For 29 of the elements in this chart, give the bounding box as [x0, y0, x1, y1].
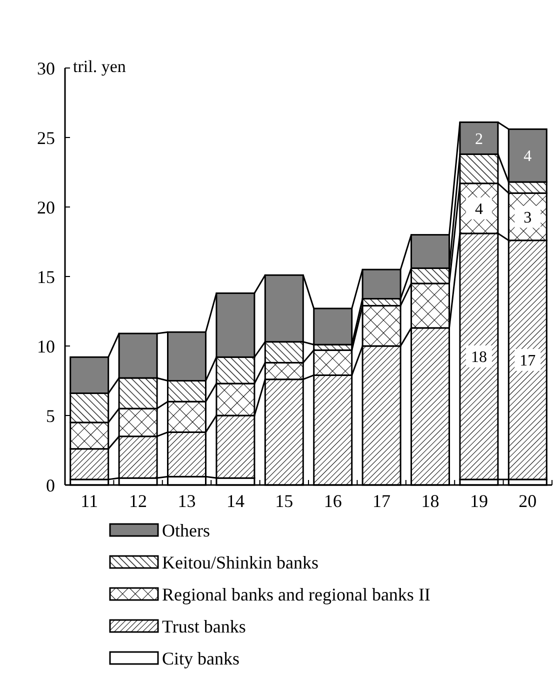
- y-tick-label: 10: [37, 336, 55, 356]
- x-tick-label: 15: [275, 491, 294, 511]
- x-tick-label: 14: [226, 491, 244, 511]
- legend-label: Others: [162, 520, 210, 540]
- y-tick-label: 25: [37, 128, 55, 148]
- y-tick-label: 20: [37, 197, 55, 218]
- x-tick-label: 13: [178, 491, 196, 511]
- x-tick-label: 19: [470, 491, 488, 511]
- data-label: 2: [474, 130, 483, 148]
- legend-label: Trust banks: [162, 616, 246, 636]
- data-label: 18: [470, 349, 487, 366]
- x-tick-label: 18: [421, 491, 440, 511]
- y-tick-label: 30: [37, 58, 55, 78]
- legend-label: Keitou/Shinkin banks: [162, 552, 318, 572]
- x-tick-label: 17: [372, 491, 391, 511]
- legend-label: City banks: [162, 648, 240, 668]
- y-axis-title: tril. yen: [73, 56, 126, 76]
- x-tick-label: 12: [129, 491, 148, 511]
- y-tick-label: 15: [37, 266, 55, 287]
- y-tick-label: 0: [46, 475, 55, 496]
- data-label: 3: [524, 209, 532, 226]
- data-label: 4: [474, 200, 483, 218]
- y-tick-label: 5: [46, 406, 55, 426]
- x-tick-label: 16: [324, 491, 342, 511]
- x-tick-label: 20: [518, 491, 537, 511]
- legend-label: Regional banks and regional banks II: [162, 584, 430, 604]
- x-tick-label: 11: [80, 491, 98, 511]
- data-label: 4: [524, 148, 532, 166]
- data-label: 17: [520, 352, 536, 370]
